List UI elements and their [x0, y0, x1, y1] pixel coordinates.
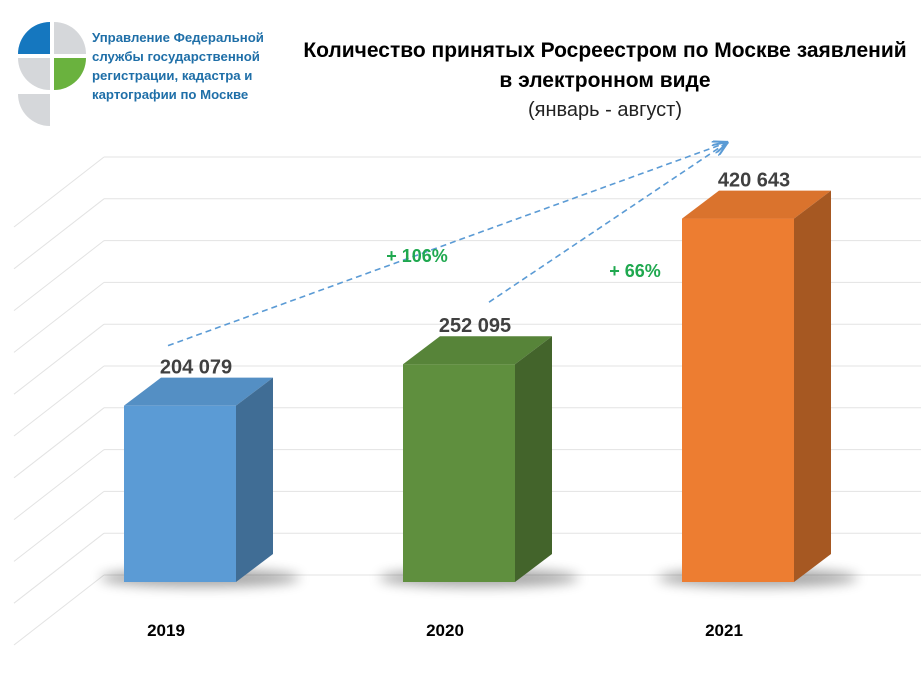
- tick-label: 2019: [147, 621, 185, 640]
- org-line-4: картографии по Москве: [92, 87, 249, 102]
- gridline-side: [13, 156, 105, 228]
- bar-front: [403, 364, 515, 582]
- gridline-side: [13, 574, 105, 646]
- data-label: 204 079: [160, 357, 232, 379]
- org-line-2: службы государственной: [92, 49, 260, 64]
- annotation-arrow: [167, 143, 727, 347]
- bar-2021: [658, 190, 858, 587]
- gridline-side: [13, 323, 105, 395]
- bar-side: [515, 336, 552, 582]
- bar-2019: [100, 377, 300, 587]
- logo-green-segment: [54, 58, 86, 90]
- logo-blue-segment: [18, 22, 50, 54]
- bar-side: [794, 190, 831, 582]
- bar-front: [124, 405, 236, 582]
- gridline-side: [13, 365, 105, 437]
- tick-label: 2020: [426, 621, 464, 640]
- organization-name: Управление Федеральной службы государств…: [92, 28, 282, 104]
- logo-grey-segment-top: [54, 22, 86, 54]
- annotation-arrow: [488, 143, 727, 303]
- data-label: 252 095: [439, 315, 511, 337]
- bar-top: [124, 377, 273, 406]
- annotation-label: + 66%: [609, 261, 661, 281]
- gridline-side: [13, 240, 105, 311]
- gridline-side: [13, 282, 105, 353]
- chart-title: Количество принятых Росреестром по Москв…: [303, 39, 907, 92]
- bar-front: [682, 218, 794, 582]
- gridline-side: [13, 532, 105, 604]
- gridline-side: [13, 407, 105, 479]
- chart-bars: [100, 190, 858, 587]
- bar-top: [682, 190, 831, 219]
- logo-grey-segment-left: [18, 58, 50, 90]
- chart-subtitle: (январь - август): [527, 99, 682, 121]
- org-line-1: Управление Федеральной: [92, 30, 264, 45]
- tick-label: 2021: [705, 621, 743, 640]
- gridline-side: [13, 449, 105, 520]
- bar-2020: [379, 336, 579, 587]
- org-line-3: регистрации, кадастра и: [92, 68, 253, 83]
- chart-title-block: Количество принятых Росреестром по Москв…: [300, 36, 910, 124]
- bar-top: [403, 336, 552, 365]
- chart-labels: 204 079 2019 252 095 2020 420 643 2021 + 106% +…: [147, 170, 790, 640]
- bar-side: [236, 377, 273, 582]
- annotation-label: + 106%: [386, 246, 448, 266]
- rosreestr-logo-icon: [18, 22, 86, 126]
- data-label: 420 643: [718, 170, 790, 192]
- gridline-side: [13, 491, 105, 562]
- chart-annotations: [167, 143, 727, 347]
- logo-grey-segment-bottom: [18, 94, 50, 126]
- gridline-side: [13, 198, 105, 270]
